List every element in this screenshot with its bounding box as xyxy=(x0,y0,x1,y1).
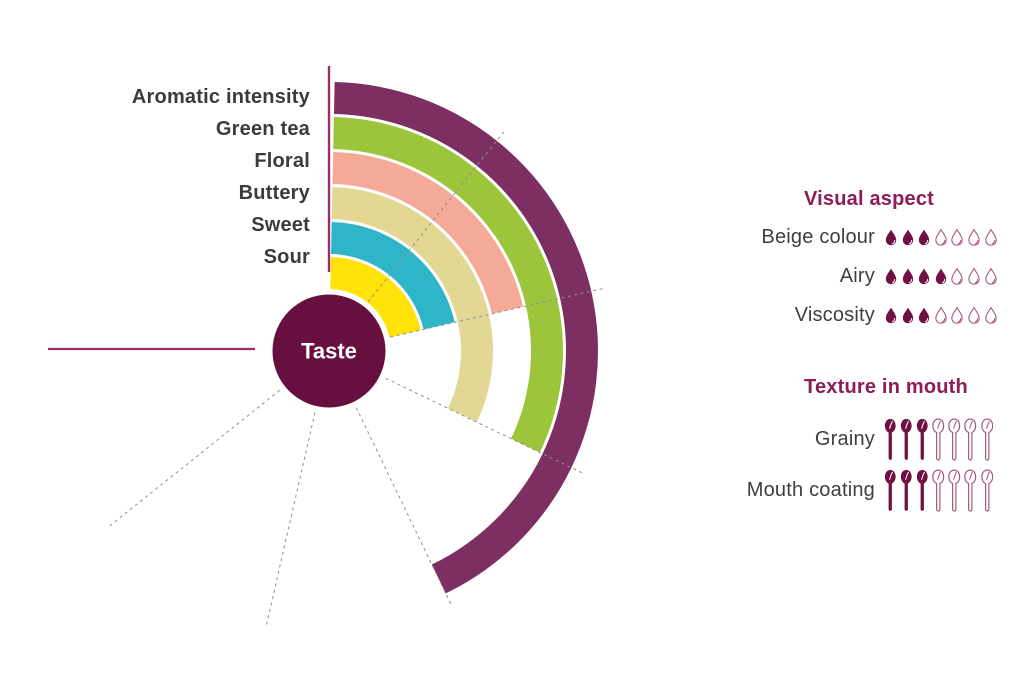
legend-row-viscosity: Viscosity xyxy=(660,296,1000,335)
legend-row-label: Mouth coating xyxy=(746,479,875,501)
spoon-icon-filled xyxy=(884,470,896,511)
spoon-icon-empty xyxy=(980,469,993,512)
grid-line-unit-2 xyxy=(390,287,606,338)
rating-icons xyxy=(884,228,1000,247)
droplet-icon-empty xyxy=(968,228,980,246)
taste-label-sour: Sour xyxy=(263,246,310,268)
grid-line-unit-5 xyxy=(265,412,316,628)
droplet-icon-empty xyxy=(984,228,997,246)
taste-label-sweet: Sweet xyxy=(251,214,310,236)
center-circle xyxy=(272,294,386,408)
spoon-icon-empty xyxy=(948,418,961,461)
taste-label-buttery: Buttery xyxy=(238,182,310,204)
droplet-icon-filled xyxy=(902,307,913,324)
spoon-icon-filled xyxy=(900,419,912,460)
legend-row-label: Grainy xyxy=(814,428,875,450)
droplet-icon-filled xyxy=(885,268,897,285)
rating-icons xyxy=(884,267,1000,286)
spoon-icon-empty xyxy=(964,469,977,512)
grid-line-unit-1 xyxy=(367,129,506,303)
droplet-icon-filled xyxy=(902,229,913,246)
legend-section-title: Texture in mouth xyxy=(804,376,968,398)
droplet-icon-filled xyxy=(919,307,930,324)
spoon-icon-filled xyxy=(917,419,928,460)
spoon-icon-empty xyxy=(980,418,993,461)
ring-arc-sweet xyxy=(331,222,455,330)
taste-attribute-labels: Aromatic intensity Green tea Floral Buttery… xyxy=(0,81,310,273)
ring-arc-green-tea xyxy=(333,117,563,453)
legend-row-label: Viscosity xyxy=(794,304,875,326)
legend-row-label: Beige colour xyxy=(761,226,875,248)
spoon-icon-empty xyxy=(932,469,945,512)
legend-row-mouth-coating: Mouth coating xyxy=(660,465,997,516)
droplet-icon-empty xyxy=(968,306,980,324)
spoon-icon-empty xyxy=(932,418,945,461)
rating-icons xyxy=(884,469,997,512)
droplet-icon-empty xyxy=(951,306,964,324)
rating-icons xyxy=(884,418,997,461)
droplet-icon-filled xyxy=(919,268,930,285)
spoon-icon-empty xyxy=(964,418,977,461)
droplet-icon-empty xyxy=(984,267,997,285)
center-label: Taste xyxy=(301,339,357,364)
droplet-icon-filled xyxy=(902,268,913,285)
ring-arc-floral xyxy=(332,152,524,314)
spoon-icon-filled xyxy=(917,470,928,511)
taste-label-aromatic-intensity: Aromatic intensity xyxy=(131,86,310,108)
grid-line-unit-4 xyxy=(355,407,453,607)
legend-row-airy: Airy xyxy=(660,257,1000,296)
droplet-icon-filled xyxy=(885,307,897,324)
droplet-icon-filled xyxy=(935,268,946,285)
legend-section-title: Visual aspect xyxy=(803,188,935,210)
droplet-icon-empty xyxy=(935,306,947,324)
droplet-icon-filled xyxy=(919,229,930,246)
spoon-icon-empty xyxy=(948,469,961,512)
spoon-icon-filled xyxy=(900,470,912,511)
ring-arc-sour xyxy=(330,257,421,338)
legend-row-beige-colour: Beige colour xyxy=(660,218,1000,257)
grid-line-unit-6 xyxy=(107,389,281,528)
droplet-icon-filled xyxy=(885,229,897,246)
droplet-icon-empty xyxy=(935,228,947,246)
ring-arc-buttery xyxy=(331,187,493,423)
rating-icons xyxy=(884,306,1000,325)
droplet-icon-empty xyxy=(984,306,997,324)
legend-row-grainy: Grainy xyxy=(660,414,997,465)
spoon-icon-filled xyxy=(884,419,896,460)
taste-label-floral: Floral xyxy=(254,150,310,172)
legend-row-label: Airy xyxy=(839,265,875,287)
ring-arc-aromatic-intensity xyxy=(333,82,598,594)
taste-label-green-tea: Green tea xyxy=(215,118,310,140)
grid-line-unit-3 xyxy=(385,377,585,475)
droplet-icon-empty xyxy=(951,228,964,246)
droplet-icon-empty xyxy=(968,267,980,285)
droplet-icon-empty xyxy=(951,267,964,285)
